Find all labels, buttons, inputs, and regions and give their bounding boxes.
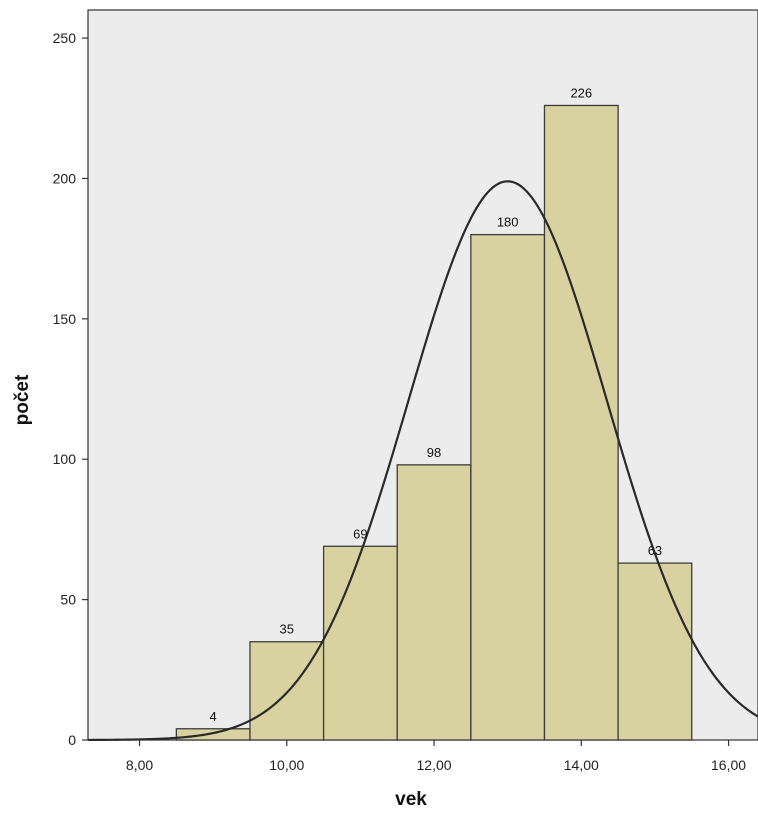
x-tick-label: 16,00 (711, 757, 746, 773)
bars-layer (175, 104, 693, 741)
bar-value-label: 4 (210, 709, 217, 724)
x-tick-label: 8,00 (126, 757, 153, 773)
x-tick-label: 12,00 (417, 757, 452, 773)
y-tick-label: 100 (53, 451, 77, 467)
histogram-bar (470, 233, 546, 741)
bar-value-label: 98 (427, 445, 441, 460)
x-axis-title: vek (395, 789, 427, 810)
bar-labels-layer: 4 35 69 98 180 226 63 (210, 85, 663, 723)
y-tick-label: 200 (53, 170, 77, 186)
axes-layer: 8,00 10,00 12,00 14,00 16,00 0 50 100 150 200 250 (53, 30, 747, 773)
x-tick-label: 14,00 (564, 757, 599, 773)
histogram-bar (617, 562, 693, 741)
histogram-bar (396, 464, 472, 741)
histogram-bar (322, 545, 398, 741)
y-tick-label: 150 (53, 311, 77, 327)
bar-value-label: 69 (353, 526, 367, 541)
normal-curve (88, 180, 758, 742)
y-tick-label: 250 (53, 30, 77, 46)
y-axis-title: počet (12, 374, 33, 425)
bar-value-label: 63 (648, 543, 662, 558)
histogram-bar (175, 728, 251, 741)
y-tick-label: 50 (60, 592, 76, 608)
y-tick-label: 0 (68, 732, 76, 748)
bar-value-label: 180 (497, 215, 519, 230)
bar-value-label: 226 (570, 85, 592, 100)
histogram-bar (249, 641, 325, 741)
x-tick-label: 10,00 (269, 757, 304, 773)
bar-value-label: 35 (280, 622, 294, 637)
histogram-bar (543, 104, 619, 741)
